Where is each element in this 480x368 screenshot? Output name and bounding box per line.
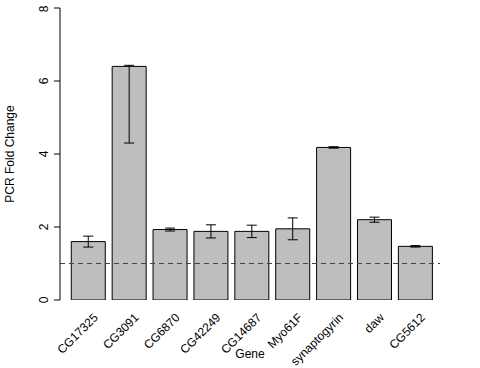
svg-text:2: 2	[37, 223, 51, 230]
svg-text:CG6870: CG6870	[141, 310, 183, 352]
svg-text:CG5612: CG5612	[386, 310, 428, 352]
svg-text:4: 4	[37, 150, 51, 157]
svg-text:daw: daw	[362, 310, 388, 336]
svg-text:CG17325: CG17325	[55, 310, 101, 356]
svg-text:6: 6	[37, 77, 51, 84]
svg-text:CG14687: CG14687	[218, 310, 265, 357]
svg-text:synaptogyrin: synaptogyrin	[288, 310, 346, 368]
svg-text:CG42249: CG42249	[177, 310, 223, 356]
svg-text:PCR Fold Change: PCR Fold Change	[8, 105, 17, 203]
svg-text:8: 8	[37, 5, 51, 12]
svg-text:Gene: Gene	[235, 347, 265, 361]
svg-text:Myo61F: Myo61F	[265, 310, 306, 351]
svg-text:CG3091: CG3091	[100, 310, 142, 352]
svg-text:0: 0	[37, 296, 51, 303]
